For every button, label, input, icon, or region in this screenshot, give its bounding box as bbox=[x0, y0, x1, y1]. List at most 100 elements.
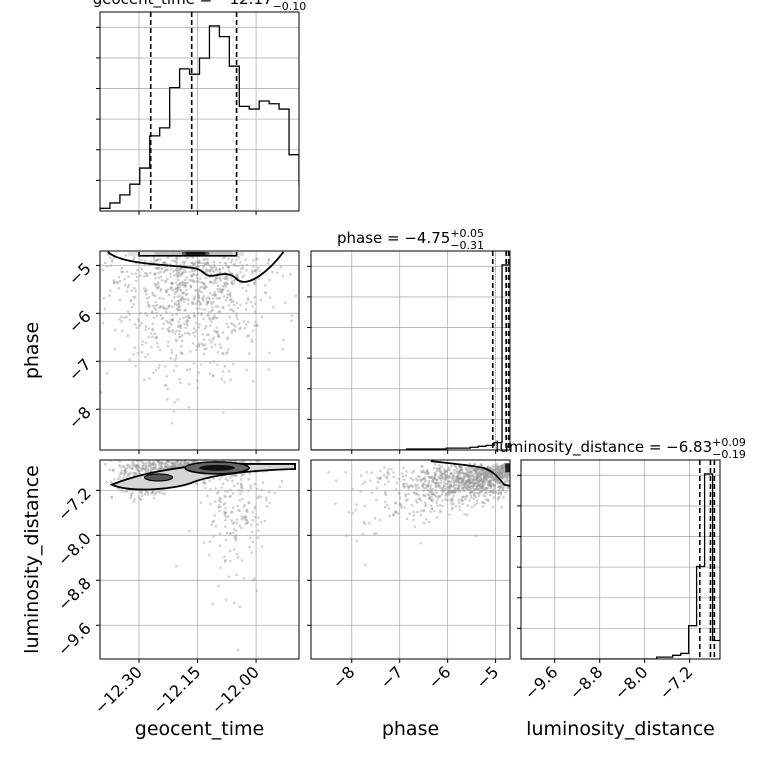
sample-point bbox=[223, 560, 227, 563]
sample-point bbox=[494, 476, 498, 480]
sample-point bbox=[146, 304, 150, 307]
sample-point bbox=[170, 456, 173, 459]
sample-point bbox=[216, 316, 219, 320]
sample-point bbox=[176, 285, 180, 289]
sample-point bbox=[481, 468, 484, 472]
sample-point bbox=[212, 336, 216, 339]
sample-point bbox=[152, 371, 155, 375]
sample-point bbox=[158, 296, 161, 300]
sample-point bbox=[481, 480, 485, 484]
sample-point bbox=[501, 467, 504, 470]
sample-point bbox=[484, 470, 488, 474]
sample-point bbox=[155, 336, 158, 340]
sample-point bbox=[86, 287, 89, 290]
sample-point bbox=[186, 454, 189, 457]
sample-point bbox=[232, 282, 236, 285]
title-plus: +0.11 bbox=[273, 0, 307, 1]
sample-point bbox=[259, 495, 263, 499]
sample-point bbox=[130, 289, 133, 292]
sample-point bbox=[154, 457, 157, 460]
sample-point bbox=[224, 298, 228, 302]
sample-point bbox=[476, 472, 479, 475]
sample-point bbox=[118, 475, 122, 478]
sample-point bbox=[147, 295, 151, 299]
sample-point bbox=[144, 341, 148, 345]
sample-point bbox=[456, 474, 460, 478]
sample-point bbox=[213, 313, 216, 317]
sample-point bbox=[486, 483, 490, 486]
sample-point bbox=[224, 489, 227, 493]
sample-point bbox=[237, 508, 240, 512]
sample-point bbox=[460, 468, 463, 471]
sample-point bbox=[446, 489, 450, 492]
sample-point bbox=[151, 463, 155, 466]
sample-point bbox=[450, 471, 453, 475]
sample-point bbox=[128, 318, 132, 322]
sample-point bbox=[449, 484, 452, 488]
sample-point bbox=[263, 291, 267, 294]
sample-point bbox=[438, 494, 442, 498]
sample-point bbox=[197, 296, 201, 300]
sample-point bbox=[444, 477, 448, 480]
sample-point bbox=[447, 490, 451, 494]
sample-point bbox=[205, 297, 208, 300]
sample-point bbox=[477, 467, 480, 471]
sample-point bbox=[211, 266, 215, 269]
sample-point bbox=[218, 457, 221, 460]
sample-point bbox=[178, 282, 181, 286]
sample-point bbox=[192, 272, 196, 276]
sample-point bbox=[501, 476, 504, 479]
sample-point bbox=[197, 295, 201, 299]
sample-point bbox=[193, 314, 196, 318]
sample-point bbox=[128, 312, 131, 316]
sample-point bbox=[475, 469, 478, 473]
sample-point bbox=[502, 477, 505, 481]
sample-point bbox=[418, 478, 422, 482]
sample-point bbox=[198, 303, 201, 307]
sample-point bbox=[178, 332, 181, 336]
sample-point bbox=[396, 512, 400, 515]
sample-point bbox=[498, 472, 501, 476]
sample-point bbox=[149, 452, 152, 455]
sample-point bbox=[502, 468, 505, 471]
sample-point bbox=[430, 495, 433, 498]
sample-point bbox=[226, 336, 229, 339]
sample-point bbox=[123, 472, 127, 475]
sample-point bbox=[479, 473, 483, 476]
sample-point bbox=[453, 464, 457, 467]
sample-point bbox=[209, 320, 213, 323]
sample-point bbox=[180, 271, 183, 275]
sample-point bbox=[477, 492, 481, 495]
sample-point bbox=[439, 473, 443, 476]
sample-point bbox=[453, 488, 456, 492]
sample-point bbox=[480, 473, 483, 476]
sample-point bbox=[489, 480, 493, 483]
sample-point bbox=[165, 307, 168, 311]
sample-point bbox=[408, 512, 411, 515]
x-axis-label-geocent_time: geocent_time bbox=[135, 718, 264, 740]
sample-point bbox=[234, 534, 238, 537]
sample-point bbox=[431, 498, 434, 501]
sample-point bbox=[214, 330, 218, 334]
sample-point bbox=[411, 485, 415, 488]
sample-point bbox=[499, 465, 502, 468]
sample-point bbox=[190, 300, 194, 304]
sample-point bbox=[427, 493, 431, 497]
sample-point bbox=[194, 302, 197, 306]
x-tick-label: −12.30 bbox=[91, 662, 146, 717]
sample-point bbox=[214, 316, 217, 319]
sample-point bbox=[173, 456, 176, 459]
sample-point bbox=[144, 465, 148, 469]
sample-point bbox=[125, 489, 129, 493]
sample-point bbox=[489, 483, 492, 487]
sample-point bbox=[240, 489, 243, 493]
sample-point bbox=[470, 471, 473, 475]
sample-point bbox=[116, 281, 120, 285]
sample-point bbox=[278, 485, 282, 488]
sample-point bbox=[462, 472, 466, 475]
sample-point bbox=[256, 516, 260, 519]
sample-point bbox=[476, 481, 480, 484]
sample-point bbox=[163, 261, 167, 264]
sample-point bbox=[419, 470, 423, 474]
x-tick-label: −8 bbox=[328, 662, 358, 692]
